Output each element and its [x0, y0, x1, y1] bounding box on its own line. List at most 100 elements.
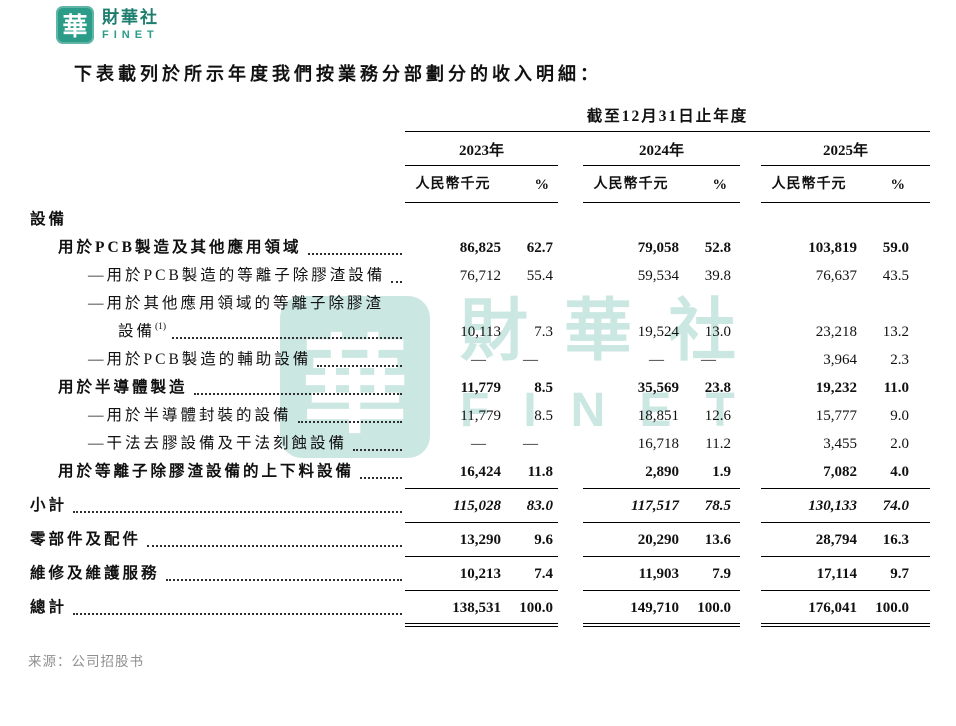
amount-cell: 15,777	[815, 408, 857, 424]
percent-cell: 43.5	[882, 268, 909, 284]
percent-cell: 16.3	[882, 532, 909, 548]
watermark-name-cn: 財華社	[460, 293, 773, 369]
column-gap	[553, 402, 583, 430]
amount-cell: 10,113	[460, 324, 501, 340]
finet-logo-icon: 華	[56, 6, 94, 44]
table-row-total: 總計 138,531 100.0 149,710 100.0 176,041 1…	[30, 594, 930, 622]
rule-segment	[405, 202, 558, 203]
row-label: 設備	[30, 211, 68, 228]
dotted-leader	[353, 449, 402, 451]
row-label: 設備 (1)	[30, 318, 405, 346]
year-header-row: 2023年 2024年 2025年	[30, 138, 930, 170]
dotted-leader	[73, 511, 402, 513]
table-row-dry-etch: —干法去膠設備及干法刻蝕設備 — — 16,718 11.2 3,455 2.0	[30, 430, 930, 458]
amount-cell: 103,819	[808, 240, 857, 256]
percent-cell: 1.9	[712, 464, 731, 480]
percent-header-2023: %	[534, 177, 550, 193]
watermark-name-en: FINET	[460, 384, 769, 438]
rule-segment	[583, 488, 740, 489]
column-gap	[731, 526, 761, 554]
column-gap	[553, 262, 583, 290]
rule-segment	[405, 590, 558, 591]
rule-segment	[583, 623, 740, 627]
year-header-2023: 2023年	[405, 138, 558, 166]
column-gap	[731, 492, 761, 520]
amount-cell: 76,637	[815, 268, 857, 284]
row-label: 用於PCB製造及其他應用領域	[30, 234, 405, 262]
column-gap	[553, 374, 583, 402]
column-gap	[553, 318, 583, 346]
amount-cell: 19,524	[637, 324, 679, 340]
table-row-maintenance: 維修及維護服務 10,213 7.4 11,903 7.9 17,114 9.7	[30, 560, 930, 588]
finet-watermark: 華 財華社 FINET	[280, 293, 773, 458]
amount-cell: 176,041	[808, 600, 857, 616]
dotted-leader	[172, 337, 402, 339]
footnote-superscript: (1)	[155, 322, 167, 332]
row-label: 零部件及配件	[30, 526, 405, 554]
dotted-leader	[297, 421, 402, 423]
rule-segment	[761, 202, 930, 203]
percent-cell: 9.7	[890, 566, 909, 582]
percent-cell: 9.0	[890, 408, 909, 424]
row-label: —用於其他應用領域的等離子除膠渣	[88, 295, 385, 312]
watermark-logo-glyph: 華	[302, 329, 408, 446]
row-label: 用於等離子除膠渣設備的上下料設備	[30, 458, 405, 486]
percent-cell: 13.0	[704, 324, 731, 340]
column-gap	[731, 234, 761, 262]
percent-cell: 11.0	[883, 380, 909, 396]
percent-cell: 59.0	[882, 240, 909, 256]
table-double-rule	[30, 622, 930, 630]
period-header-row: 截至12月31日止年度	[30, 104, 930, 134]
rule-segment	[405, 556, 558, 557]
percent-cell: 7.3	[534, 324, 553, 340]
column-gap	[731, 374, 761, 402]
amount-cell: 11,779	[460, 380, 501, 396]
percent-cell: 8.5	[534, 408, 553, 424]
percent-cell: 39.8	[704, 268, 731, 284]
rule-segment	[761, 522, 930, 523]
rule-segment	[761, 556, 930, 557]
year-header-2025: 2025年	[761, 138, 930, 166]
column-gap	[731, 458, 761, 486]
percent-cell: 52.8	[704, 240, 731, 256]
column-gap	[553, 594, 583, 622]
column-gap	[553, 170, 583, 200]
amount-cell: 149,710	[630, 600, 679, 616]
amount-cell: 17,114	[816, 566, 857, 582]
table-row-equipment-section: 設備	[30, 206, 930, 234]
percent-cell: 2.0	[890, 436, 909, 452]
table-row-parts: 零部件及配件 13,290 9.6 20,290 13.6 28,794 16.…	[30, 526, 930, 554]
rule-segment	[761, 623, 930, 627]
column-gap	[553, 346, 583, 374]
amount-cell: 115,028	[453, 498, 501, 514]
brand-name-cn: 財華社	[102, 7, 159, 27]
amount-cell: 138,531	[452, 600, 501, 616]
rule-segment	[583, 522, 740, 523]
amount-cell: —	[649, 352, 664, 368]
watermark-text: 財華社 FINET	[460, 293, 773, 458]
amount-cell: 59,534	[637, 268, 679, 284]
percent-cell: 11.8	[527, 464, 553, 480]
amount-cell: 3,455	[823, 436, 857, 452]
column-gap	[731, 346, 761, 374]
column-gap	[553, 430, 583, 458]
amount-cell: 23,218	[815, 324, 857, 340]
table-row-pcb-total: 用於PCB製造及其他應用領域 86,825 62.7 79,058 52.8 1…	[30, 234, 930, 262]
amount-cell: 28,794	[815, 532, 857, 548]
percent-cell: 11.2	[705, 436, 731, 452]
percent-cell: 55.4	[526, 268, 553, 284]
year-header-2024: 2024年	[583, 138, 740, 166]
percent-cell: 9.6	[534, 532, 553, 548]
column-gap	[553, 560, 583, 588]
percent-cell: 100.0	[697, 600, 731, 616]
percent-cell: 12.6	[704, 408, 731, 424]
dotted-leader	[317, 365, 402, 367]
dotted-leader	[360, 477, 402, 479]
amount-cell: 117,517	[631, 498, 679, 514]
amount-cell: 3,964	[823, 352, 857, 368]
table-row-semiconductor: 用於半導體製造 11,779 8.5 35,569 23.8 19,232 11…	[30, 374, 930, 402]
rule-segment	[761, 488, 930, 489]
dotted-leader	[73, 613, 402, 615]
row-label: —用於半導體封裝的設備	[30, 402, 405, 430]
percent-cell: —	[701, 352, 716, 368]
